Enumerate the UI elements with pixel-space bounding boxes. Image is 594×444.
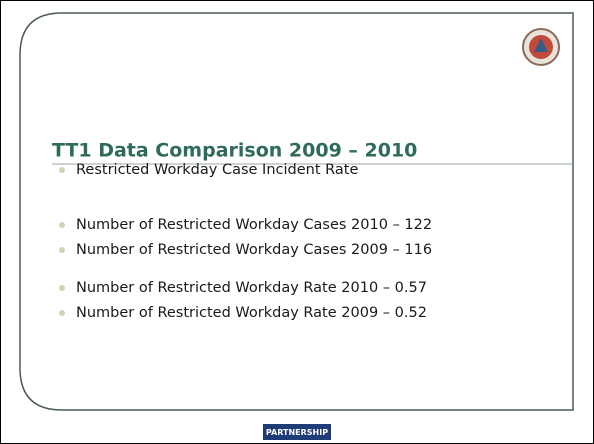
footer-text: PARTNERSHIP	[266, 428, 328, 437]
frame	[19, 12, 574, 411]
logo	[522, 28, 560, 66]
bullet-text: Number of Restricted Workday Rate 2010 –…	[76, 280, 427, 296]
bullet-dot	[59, 167, 65, 173]
bullet-dot	[59, 247, 65, 253]
slide-title: TT1 Data Comparison 2009 – 2010	[52, 140, 417, 162]
footer-badge: PARTNERSHIP	[263, 424, 331, 440]
footer-box	[263, 424, 331, 440]
bullet-text: Number of Restricted Workday Cases 2009 …	[76, 242, 432, 258]
bullet-dot	[59, 310, 65, 316]
bullet-list: Restricted Workday Case Incident Rate Num…	[59, 162, 432, 321]
bullet-text: Number of Restricted Workday Rate 2009 –…	[76, 305, 427, 321]
bullet-text: Number of Restricted Workday Cases 2010 …	[76, 217, 432, 233]
bullet-dot	[59, 285, 65, 291]
bullet-text: Restricted Workday Case Incident Rate	[76, 162, 358, 178]
bullet-dot	[59, 222, 65, 228]
